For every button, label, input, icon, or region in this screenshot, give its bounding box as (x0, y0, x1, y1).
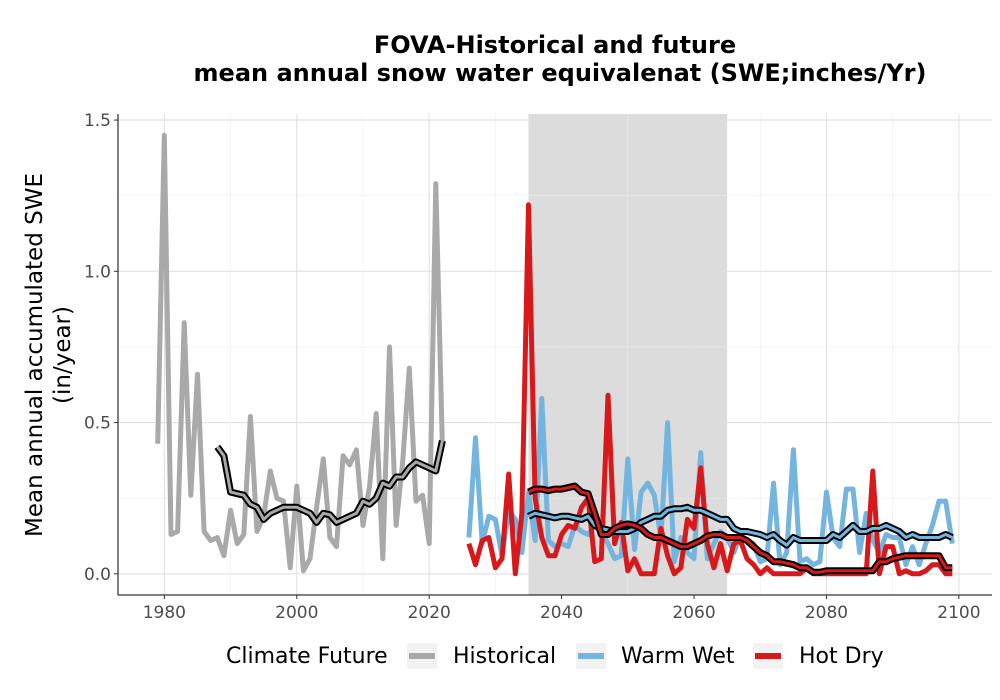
x-tick-label-0: 1980 (143, 603, 186, 623)
y-tick-label-1: 0.5 (84, 414, 111, 434)
y-tick-label-3: 1.5 (84, 111, 111, 131)
x-tick-label-1: 2000 (275, 603, 318, 623)
smoothed-line-2 (527, 484, 953, 574)
x-tick-label-4: 2060 (672, 603, 715, 623)
y-tick-label-2: 1.0 (84, 262, 111, 282)
x-tick-label-2: 2020 (408, 603, 451, 623)
legend-item-hot-dry: Hot Dry (753, 643, 884, 669)
y-tick-label-0: 0.0 (84, 565, 111, 585)
x-tick-label-3: 2040 (540, 603, 583, 623)
y-axis-ticks: 0.0 0.5 1.0 1.5 (84, 111, 118, 585)
series-line-historical (155, 132, 445, 574)
legend: Climate Future Historical Warm Wet Hot D… (226, 643, 884, 669)
legend-title: Climate Future (226, 644, 388, 669)
legend-label-hot-dry: Hot Dry (799, 644, 884, 669)
plot-area: 0.0 0.5 1.0 1.5 1980 2000 2020 2040 2060 2080 210… (84, 111, 992, 623)
legend-label-historical: Historical (453, 644, 556, 669)
x-axis-ticks: 1980 2000 2020 2040 2060 2080 2100 (143, 595, 981, 623)
legend-item-warm-wet: Warm Wet (576, 643, 735, 669)
y-axis-label-line2: (in/year) (50, 306, 76, 404)
chart-title-line2: mean annual snow water equivalenat (SWE;… (194, 59, 927, 87)
smoothed-line-0 (216, 440, 444, 524)
y-axis-label-line1: Mean annual accumulated SWE (22, 173, 48, 537)
chart-title-line1: FOVA-Historical and future (374, 31, 736, 59)
legend-item-historical: Historical (407, 643, 556, 669)
legend-label-warm-wet: Warm Wet (621, 644, 735, 669)
x-tick-label-5: 2080 (805, 603, 848, 623)
series-lines (155, 132, 955, 577)
x-tick-label-6: 2100 (937, 603, 980, 623)
series-line-hot-dry (466, 202, 953, 577)
